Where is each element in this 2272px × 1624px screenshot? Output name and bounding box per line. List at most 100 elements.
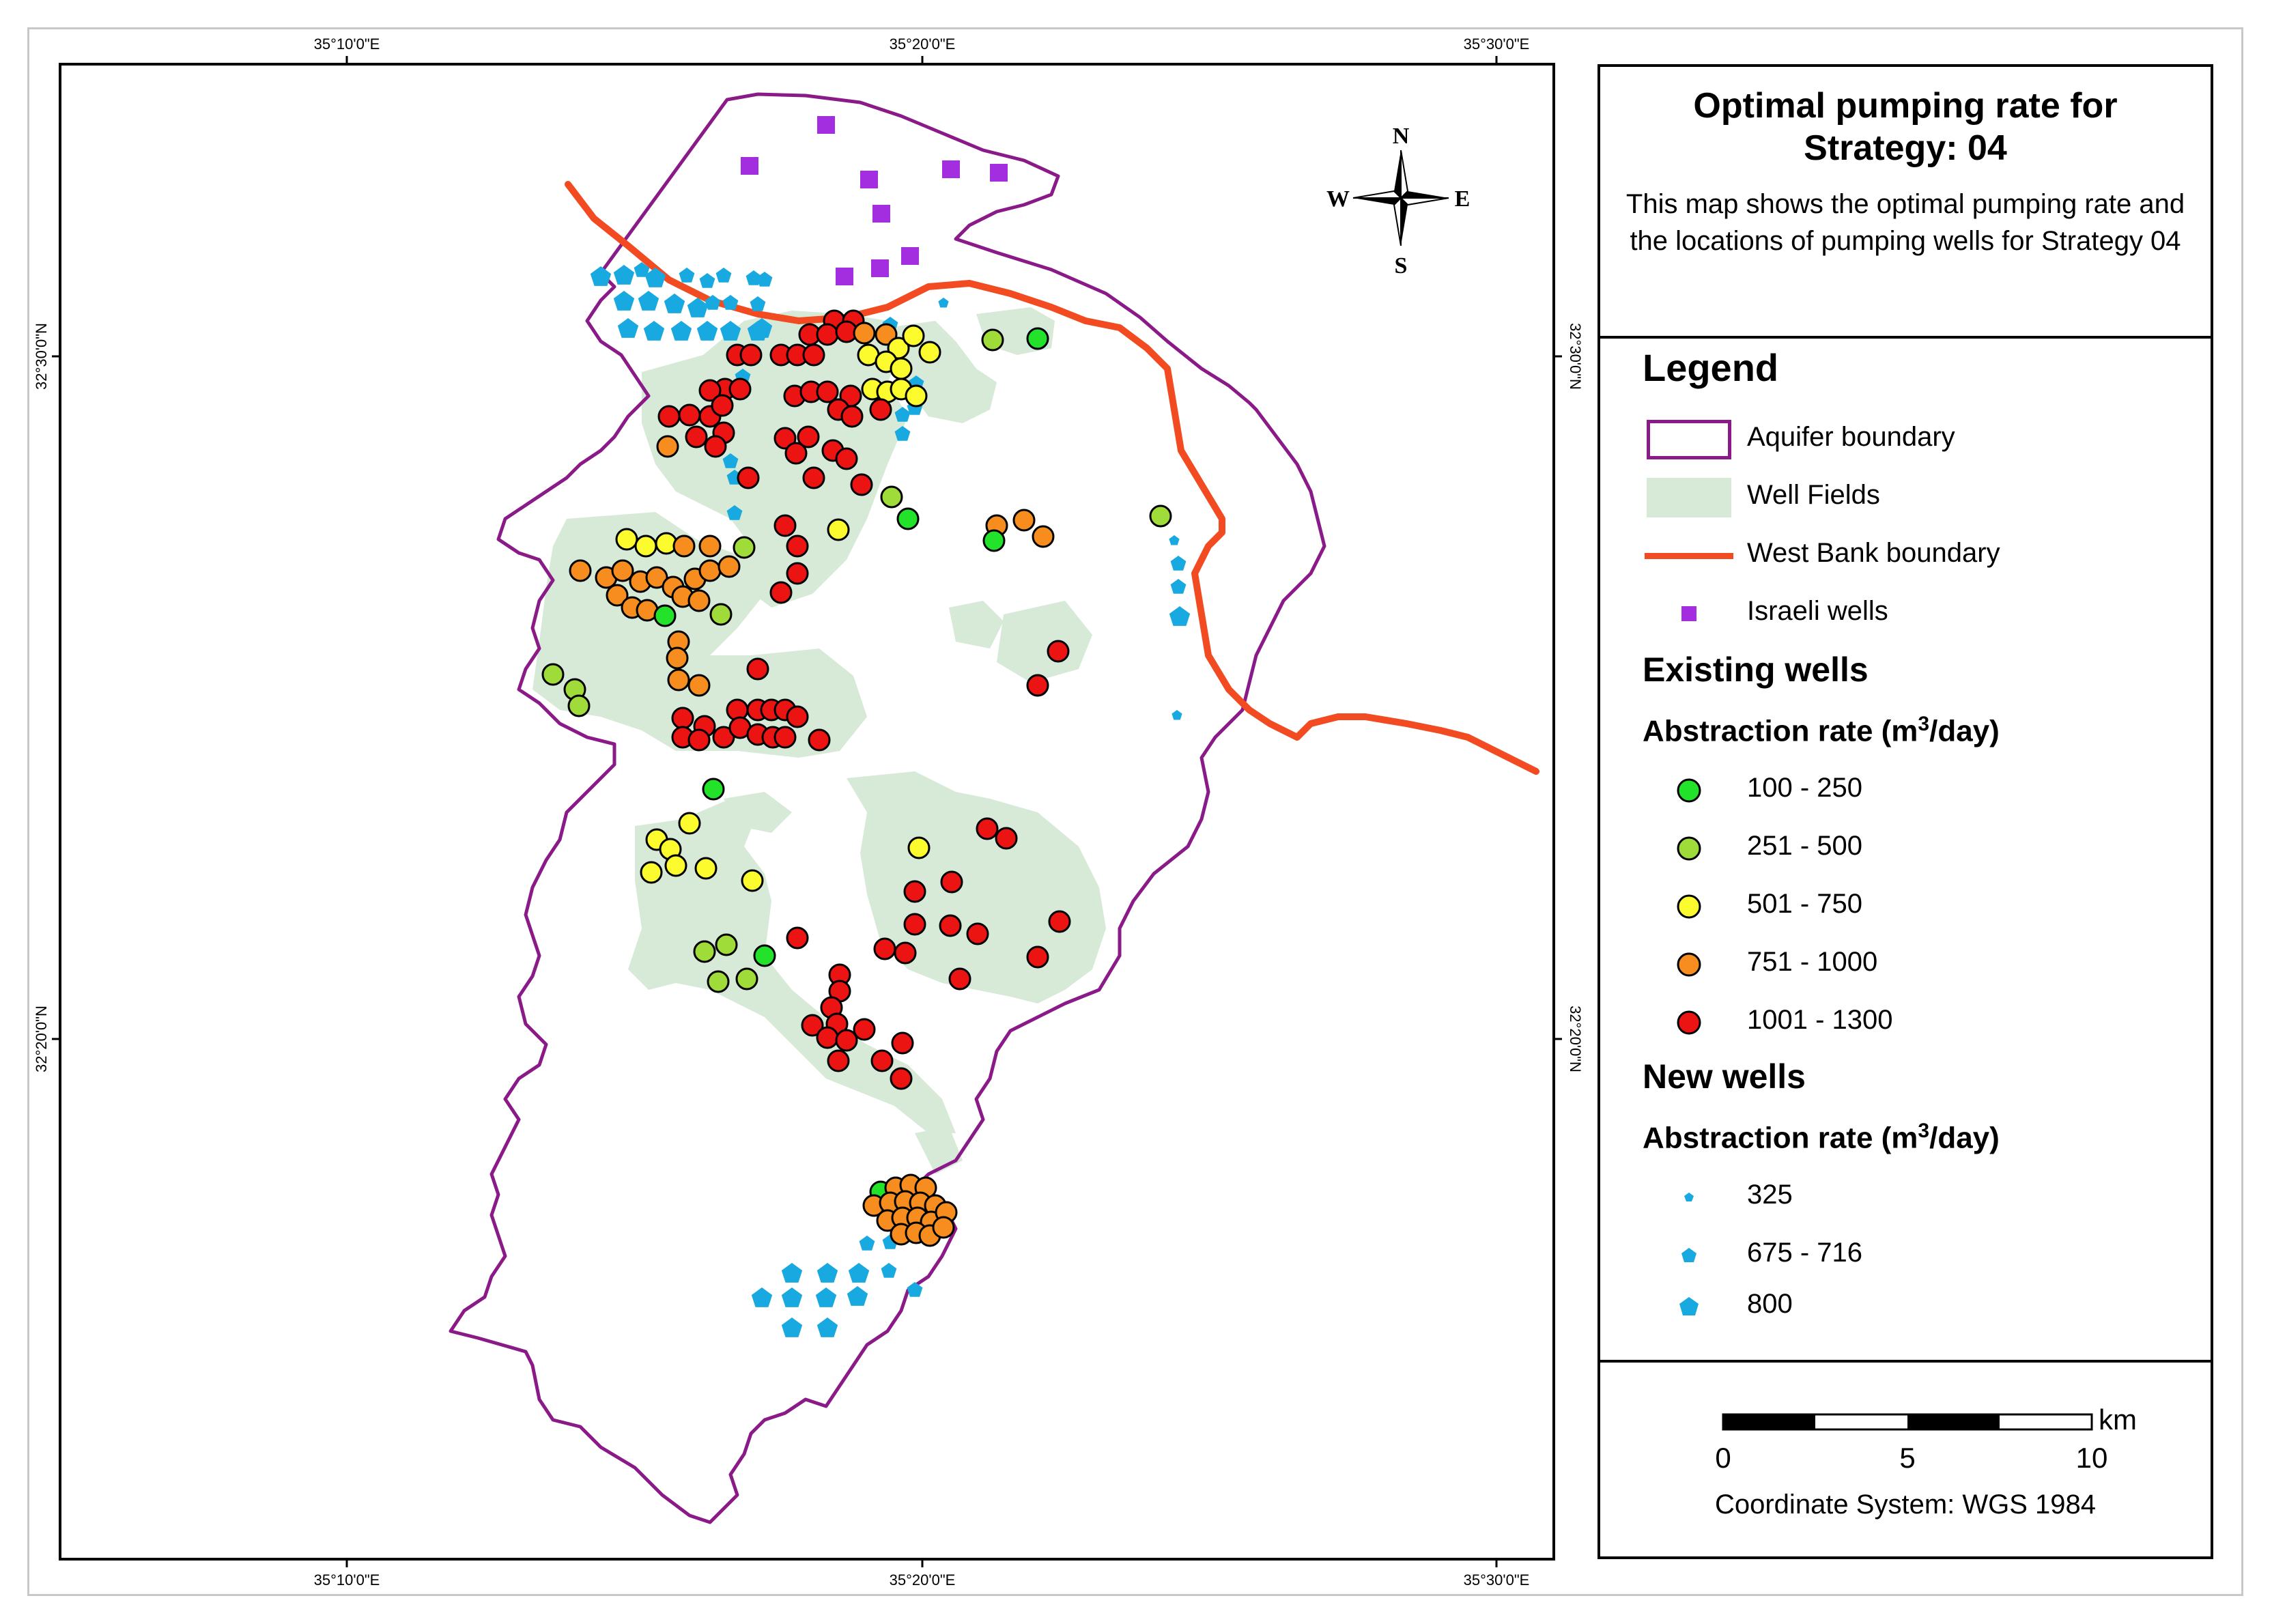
lon-tick-top-2: 35°20'0"E [890, 35, 956, 53]
existing-well [653, 604, 677, 627]
new-well [781, 1263, 803, 1283]
existing-well [982, 529, 1006, 552]
existing-well [1047, 640, 1070, 663]
existing-well [685, 425, 708, 448]
map-description: This map shows the optimal pumping rate … [1625, 189, 2185, 256]
existing-well [712, 726, 735, 749]
west-bank-symbol [1641, 528, 1737, 583]
existing-well [1048, 910, 1071, 933]
existing-well [808, 728, 831, 752]
existing-well [816, 380, 839, 403]
new-well [715, 268, 732, 283]
new-well [756, 272, 773, 287]
existing-well [634, 535, 657, 558]
legend-label-class-3: 501 - 750 [1747, 889, 1863, 919]
existing-well [802, 466, 825, 489]
existing-well [802, 343, 825, 367]
existing-well [853, 322, 876, 345]
scale-box: 0 5 10 km Coordinate System: WGS 1984 [1600, 1363, 2211, 1559]
new-well [590, 266, 612, 286]
new-well [664, 294, 685, 313]
new-well [613, 291, 635, 311]
existing-well [746, 657, 769, 681]
new-well [1170, 579, 1187, 594]
lon-tick-top-3: 35°30'0"E [1464, 35, 1530, 53]
legend-label-class-2: 251 - 500 [1747, 831, 1863, 861]
existing-well [737, 466, 760, 489]
existing-well [903, 913, 926, 936]
new-well [1169, 606, 1191, 626]
existing-well [816, 1026, 839, 1049]
existing-well [890, 357, 913, 380]
legend-new-class-1: 325 [1600, 1170, 2211, 1225]
existing-well [835, 1029, 858, 1052]
scale-tick-10: 10 [2076, 1442, 2108, 1474]
class-1-swatch [1677, 778, 1701, 803]
lat-tick-left-1: 32°30'0"N [33, 323, 50, 390]
new-well [746, 270, 762, 285]
new-well [613, 265, 635, 285]
well-field-south [628, 799, 956, 1133]
existing-well [801, 1014, 824, 1037]
existing-well [981, 328, 1004, 352]
new-well [726, 505, 743, 520]
figure-frame [27, 27, 2243, 1596]
new-well [722, 453, 739, 468]
new-well [1172, 710, 1182, 720]
legend-existing-class-5: 1001 - 1300 [1600, 995, 2211, 1050]
existing-well [905, 384, 928, 408]
new-well [720, 321, 741, 341]
new-well [705, 295, 721, 310]
new-well [816, 1317, 838, 1337]
existing-well [711, 394, 734, 417]
existing-well [890, 1067, 913, 1090]
legend-label-class-4: 751 - 1000 [1747, 947, 1878, 977]
existing-well [853, 1018, 876, 1041]
existing-well [733, 536, 756, 559]
existing-well [786, 535, 809, 558]
existing-well [666, 646, 689, 670]
new-well [699, 273, 715, 288]
new-well [722, 295, 739, 310]
scale-unit: km [2099, 1404, 2137, 1436]
legend-box: Legend Aquifer boundary Well Fields West… [1600, 339, 2211, 1363]
legend-label-well-fields: Well Fields [1747, 480, 1880, 510]
legend-label-west-bank: West Bank boundary [1747, 538, 2000, 568]
north-label: N [1393, 124, 1410, 149]
existing-well [678, 812, 701, 835]
scale-tick-5: 5 [1899, 1442, 1915, 1474]
existing-well [786, 562, 809, 585]
new-well [634, 262, 650, 277]
existing-well [940, 870, 963, 894]
existing-well [541, 663, 565, 686]
class-3-swatch [1677, 894, 1701, 919]
existing-well [645, 566, 668, 589]
existing-well [784, 442, 808, 465]
existing-well [816, 323, 839, 346]
existing-well [903, 880, 926, 903]
existing-well [873, 937, 896, 960]
legend-label-class-1: 100 - 250 [1747, 773, 1863, 803]
existing-well [615, 528, 638, 551]
new-wells-heading: New wells [1643, 1057, 1806, 1096]
existing-well [1026, 674, 1049, 697]
existing-well [718, 555, 741, 578]
existing-well [948, 967, 971, 991]
legend-existing-class-2: 251 - 500 [1600, 821, 2211, 876]
new-well [644, 268, 666, 287]
existing-well [1026, 327, 1049, 350]
legend-label-new-3: 800 [1747, 1289, 1793, 1319]
existing-well [932, 1216, 955, 1239]
new-class-3-swatch [1679, 1297, 1699, 1315]
existing-well [728, 377, 752, 401]
graticule-ticks [52, 56, 1562, 1567]
new-well [816, 1263, 838, 1283]
existing-well [939, 914, 962, 937]
legend-label-new-2: 675 - 716 [1747, 1238, 1863, 1268]
existing-well [773, 427, 797, 450]
existing-well [657, 405, 681, 428]
existing-well [671, 707, 694, 730]
existing-well [735, 967, 758, 991]
legend-item-west-bank: West Bank boundary [1600, 528, 2211, 583]
